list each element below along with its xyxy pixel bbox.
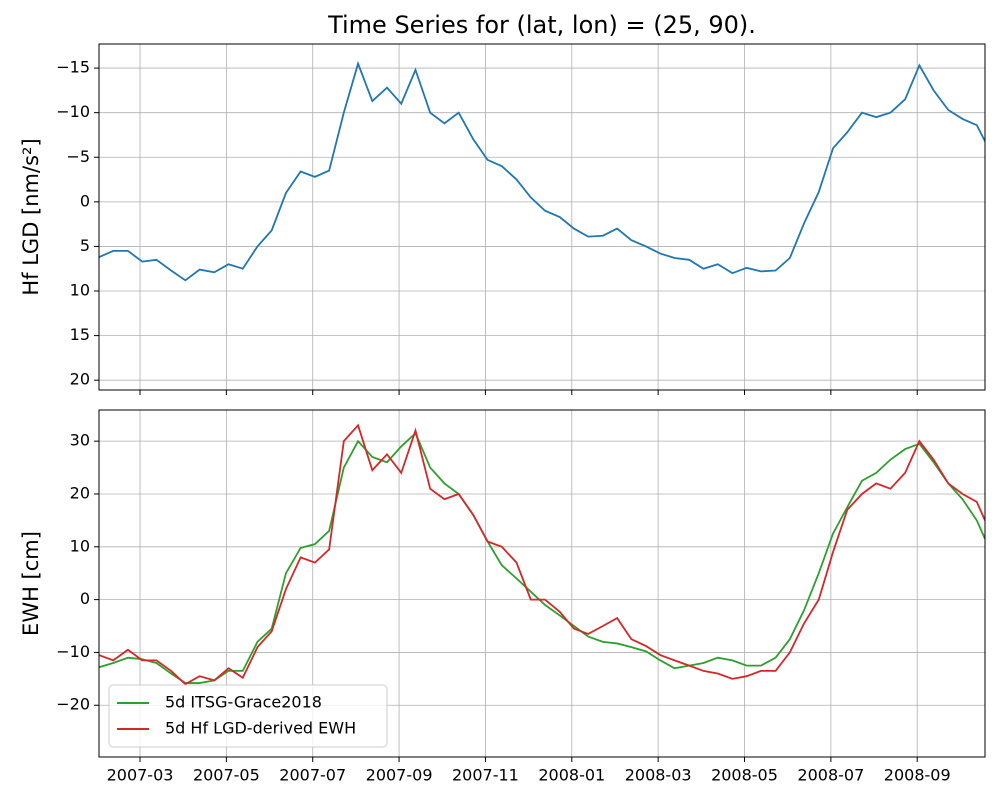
y-tick-label: −10 — [56, 642, 90, 661]
x-tick-label: 2007-03 — [107, 766, 174, 785]
y-tick-label: 0 — [80, 191, 90, 210]
y-tick-label: 0 — [80, 589, 90, 608]
x-tick-label: 2008-07 — [797, 766, 864, 785]
y-tick-label: 10 — [70, 281, 90, 300]
x-tick-label: 2007-07 — [279, 766, 346, 785]
x-tick-label: 2007-05 — [193, 766, 260, 785]
y-tick-label: 5 — [80, 236, 90, 255]
y-tick-label: 20 — [70, 483, 90, 502]
legend-label: 5d ITSG-Grace2018 — [165, 693, 322, 712]
line — [99, 423, 985, 686]
chart-title: Time Series for (lat, lon) = (25, 90). — [327, 11, 756, 39]
y-tick-label: 10 — [70, 536, 90, 555]
line — [99, 60, 985, 282]
axes-frame — [98, 409, 986, 758]
y-tick-label: −5 — [66, 147, 90, 166]
y-tick-label: −10 — [56, 102, 90, 121]
legend-box — [108, 684, 388, 748]
x-tick-label: 2007-09 — [366, 766, 433, 785]
x-tick-label: 2008-05 — [711, 766, 778, 785]
legend-label: 5d Hf LGD-derived EWH — [165, 719, 356, 738]
y-tick-label: 20 — [70, 370, 90, 389]
y-tick-label: −20 — [56, 695, 90, 714]
y-tick-label: 30 — [70, 431, 90, 450]
y-tick-label: 15 — [70, 325, 90, 344]
y-axis-label: Hf LGD [nm/s²] — [19, 138, 43, 295]
y-axis-label: EWH [cm] — [19, 531, 43, 636]
x-tick-label: 2007-11 — [452, 766, 519, 785]
x-tick-label: 2008-01 — [538, 766, 605, 785]
x-tick-label: 2008-03 — [625, 766, 692, 785]
y-tick-label: −15 — [56, 58, 90, 77]
axes-frame — [98, 43, 986, 391]
x-tick-label: 2008-09 — [884, 766, 951, 785]
line — [99, 431, 985, 684]
